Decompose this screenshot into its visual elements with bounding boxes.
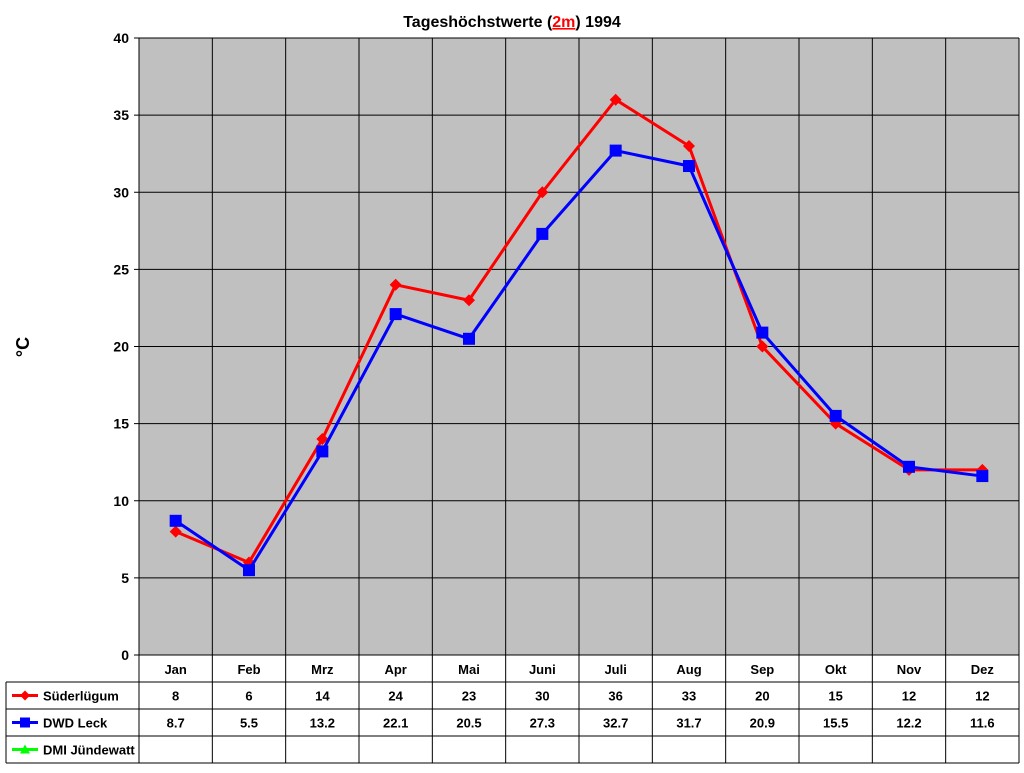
data-point-dwd-leck: [609, 144, 622, 157]
data-label-s-derl-gum: 33: [682, 689, 696, 704]
data-point-dwd-leck: [536, 227, 549, 240]
x-tick-label: Mrz: [311, 662, 334, 677]
chart-title: Tageshöchstwerte (2m) 1994: [403, 14, 621, 31]
x-tick-label: Feb: [237, 662, 260, 677]
data-label-s-derl-gum: 15: [828, 689, 842, 704]
data-label-s-derl-gum: 23: [462, 689, 476, 704]
data-label-dwd-leck: 27.3: [530, 716, 555, 731]
data-point-dwd-leck: [169, 514, 182, 527]
data-point-dwd-leck: [829, 409, 842, 422]
legend-label-s-derl-gum: Süderlügum: [43, 689, 119, 704]
data-point-dwd-leck: [243, 564, 255, 577]
y-tick-label: 0: [121, 647, 129, 663]
data-label-dwd-leck: 8.7: [167, 716, 185, 731]
data-point-s-derl-gum: [389, 278, 402, 291]
data-point-s-derl-gum: [169, 525, 182, 538]
data-label-dwd-leck: 20.9: [750, 716, 775, 731]
y-tick-label: 40: [113, 30, 129, 46]
data-label-dwd-leck: 15.5: [823, 716, 848, 731]
data-label-s-derl-gum: 36: [608, 689, 622, 704]
chart-title-end: ) 1994: [575, 14, 620, 31]
data-point-dwd-leck: [756, 326, 769, 339]
chart-title-start: Tageshöchstwerte (: [403, 14, 553, 31]
x-tick-label: Mai: [458, 662, 480, 677]
data-label-dwd-leck: 20.5: [456, 716, 481, 731]
data-label-s-derl-gum: 12: [902, 689, 916, 704]
x-tick-label: Juli: [604, 662, 626, 677]
data-label-dwd-leck: 22.1: [383, 716, 408, 731]
legend-label-dmi-j-ndewatt: DMI Jündewatt: [43, 743, 135, 758]
data-label-s-derl-gum: 24: [388, 689, 403, 704]
data-label-s-derl-gum: 8: [172, 689, 179, 704]
data-label-s-derl-gum: 6: [245, 689, 252, 704]
data-point-s-derl-gum: [756, 340, 769, 353]
x-tick-label: Jan: [164, 662, 186, 677]
data-point-dwd-leck: [316, 445, 329, 458]
data-point-s-derl-gum: [609, 93, 622, 106]
y-tick-label: 15: [113, 416, 129, 432]
y-tick-label: 30: [113, 184, 129, 200]
legend-marker-s-derl-gum: [20, 690, 30, 701]
y-tick-label: 35: [113, 107, 129, 123]
series-line-dwd-leck: [174, 149, 983, 572]
x-tick-label: Okt: [825, 662, 847, 677]
data-label-dwd-leck: 5.5: [240, 716, 258, 731]
data-point-s-derl-gum: [683, 139, 695, 152]
x-tick-label: Juni: [529, 662, 556, 677]
data-point-dwd-leck: [683, 160, 695, 173]
y-tick-label: 5: [121, 570, 129, 586]
data-label-s-derl-gum: 14: [315, 689, 330, 704]
data-label-s-derl-gum: 30: [535, 689, 549, 704]
series-line-s-derl-gum: [175, 98, 983, 564]
data-point-dwd-leck: [463, 332, 475, 345]
data-label-s-derl-gum: 20: [755, 689, 769, 704]
x-tick-label: Nov: [897, 662, 922, 677]
legend-label-dwd-leck: DWD Leck: [43, 716, 108, 731]
data-label-dwd-leck: 12.2: [896, 716, 921, 731]
data-point-s-derl-gum: [463, 294, 475, 307]
y-tick-label: 10: [113, 493, 129, 509]
data-label-dwd-leck: 11.6: [970, 716, 995, 731]
y-axis-label: °C: [13, 337, 33, 357]
y-tick-label: 25: [113, 261, 129, 277]
legend-marker-dmi-j-ndewatt: [20, 744, 30, 754]
y-tick-label: 20: [113, 339, 129, 355]
data-point-dwd-leck: [389, 308, 402, 321]
chart-title-height: 2m: [552, 14, 575, 31]
x-tick-label: Dez: [971, 662, 995, 677]
x-tick-label: Aug: [676, 662, 701, 677]
x-tick-label: Apr: [384, 662, 406, 677]
data-point-dwd-leck: [976, 470, 989, 483]
data-label-dwd-leck: 31.7: [676, 716, 701, 731]
x-tick-label: Sep: [750, 662, 774, 677]
data-label-dwd-leck: 32.7: [603, 716, 628, 731]
data-point-s-derl-gum: [316, 433, 329, 446]
data-label-s-derl-gum: 12: [975, 689, 989, 704]
data-point-s-derl-gum: [536, 186, 549, 199]
legend-marker-dwd-leck: [20, 717, 30, 728]
data-label-dwd-leck: 13.2: [310, 716, 335, 731]
data-point-dwd-leck: [903, 460, 915, 473]
